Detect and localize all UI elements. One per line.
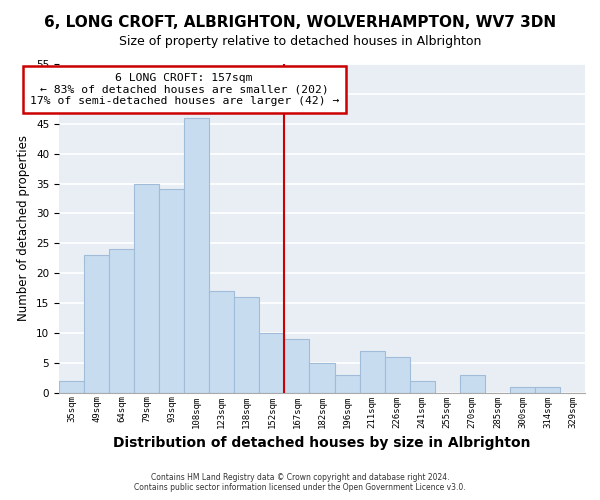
Bar (59, 380, 84, 392)
Text: 6, LONG CROFT, ALBRIGHTON, WOLVERHAMPTON, WV7 3DN: 6, LONG CROFT, ALBRIGHTON, WOLVERHAMPTON… (44, 15, 556, 30)
Bar (535, 386, 560, 392)
Bar (209, 291, 235, 392)
Bar (159, 190, 184, 392)
Bar (510, 386, 535, 392)
Bar (109, 249, 134, 392)
Bar (259, 333, 284, 392)
Bar (310, 363, 335, 392)
Text: Size of property relative to detached houses in Albrighton: Size of property relative to detached ho… (119, 35, 481, 48)
Bar (235, 297, 259, 392)
Bar (410, 380, 435, 392)
Bar (460, 374, 485, 392)
Bar (134, 184, 159, 392)
Bar (359, 351, 385, 393)
X-axis label: Distribution of detached houses by size in Albrighton: Distribution of detached houses by size … (113, 436, 531, 450)
Text: Contains HM Land Registry data © Crown copyright and database right 2024.
Contai: Contains HM Land Registry data © Crown c… (134, 473, 466, 492)
Bar (184, 118, 209, 392)
Bar (284, 339, 310, 392)
Bar (385, 357, 410, 392)
Bar (84, 255, 109, 392)
Y-axis label: Number of detached properties: Number of detached properties (17, 136, 31, 322)
Bar (335, 374, 359, 392)
Text: 6 LONG CROFT: 157sqm
← 83% of detached houses are smaller (202)
17% of semi-deta: 6 LONG CROFT: 157sqm ← 83% of detached h… (29, 73, 339, 106)
